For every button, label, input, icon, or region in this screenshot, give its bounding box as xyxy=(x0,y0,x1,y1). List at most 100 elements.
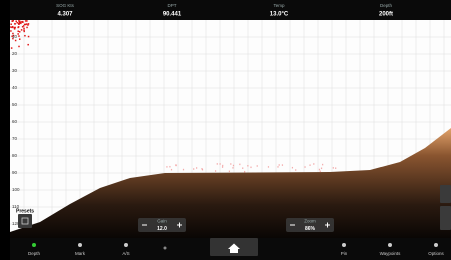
depth-label: 50 xyxy=(12,102,18,107)
return xyxy=(23,29,25,31)
return xyxy=(196,167,197,169)
depth-label: 40 xyxy=(12,85,18,90)
gain-control[interactable]: Gain 12.0 xyxy=(138,218,186,232)
return xyxy=(28,36,30,38)
presets-icon[interactable] xyxy=(18,214,32,228)
return xyxy=(250,167,251,169)
return xyxy=(320,171,321,173)
depth-label: 60 xyxy=(12,119,18,124)
return xyxy=(230,163,231,165)
return xyxy=(12,26,14,28)
return xyxy=(25,20,27,22)
field-label: Temp xyxy=(273,3,285,8)
return xyxy=(247,165,248,167)
return xyxy=(222,166,223,168)
sonar-screen: SOG Kts4.307DPT90.441Temp13.0°CDepth200f… xyxy=(0,0,451,260)
return xyxy=(295,169,296,171)
zoom-value: 86% xyxy=(305,226,316,232)
gain-label: Gain xyxy=(157,219,167,224)
depth-label: 90 xyxy=(12,170,18,175)
return xyxy=(304,166,305,168)
return xyxy=(27,24,29,26)
return xyxy=(220,163,221,165)
return xyxy=(21,29,23,31)
toolbar-label[interactable]: Depth xyxy=(28,251,41,256)
field-label: SOG Kts xyxy=(56,3,75,8)
return xyxy=(166,166,167,168)
return xyxy=(215,170,216,172)
return xyxy=(176,165,177,167)
return xyxy=(322,164,323,166)
presets-button[interactable]: Presets xyxy=(16,208,34,228)
toolbar-icon[interactable] xyxy=(32,243,36,247)
return xyxy=(183,169,184,171)
return xyxy=(15,21,16,23)
toolbar-label[interactable]: Options xyxy=(428,251,444,256)
toolbar-icon[interactable] xyxy=(434,243,438,247)
return xyxy=(171,169,172,171)
toolbar-icon[interactable] xyxy=(164,247,167,250)
return xyxy=(282,164,283,166)
return xyxy=(14,23,16,25)
depth-label: 80 xyxy=(12,153,18,158)
return xyxy=(10,26,12,28)
toolbar-label[interactable]: Waypoints xyxy=(380,251,402,256)
return xyxy=(222,165,223,167)
return xyxy=(239,164,240,166)
return xyxy=(18,35,20,37)
page: {"top_bar":[{"label":"SOG Kts","value":"… xyxy=(0,0,451,260)
toolbar-icon[interactable] xyxy=(388,243,392,247)
return xyxy=(333,167,334,169)
depth-label: 100 xyxy=(12,187,20,192)
return xyxy=(10,23,12,25)
depth-label: 20 xyxy=(12,51,18,56)
return xyxy=(193,168,194,170)
return xyxy=(25,24,27,26)
toolbar-label[interactable]: Mark xyxy=(75,251,86,256)
return xyxy=(279,164,280,166)
toolbar-icon[interactable] xyxy=(124,243,128,247)
return xyxy=(313,163,314,165)
field-label: Depth xyxy=(380,3,393,8)
field-value: 4.307 xyxy=(57,12,73,18)
return xyxy=(16,22,18,24)
return xyxy=(18,23,20,25)
return xyxy=(233,165,234,167)
return xyxy=(169,166,170,168)
return xyxy=(27,44,29,46)
toolbar-icon[interactable] xyxy=(342,243,346,247)
zoom-label: Zoom xyxy=(304,219,316,224)
depth-label: 30 xyxy=(12,68,18,73)
return xyxy=(18,26,20,28)
return xyxy=(26,27,28,29)
return xyxy=(19,38,21,40)
return xyxy=(319,169,320,171)
return xyxy=(10,30,12,32)
return xyxy=(242,167,243,169)
return xyxy=(23,28,25,30)
return xyxy=(217,163,218,165)
return xyxy=(17,30,19,32)
side-button[interactable] xyxy=(440,185,451,203)
return xyxy=(292,167,293,169)
zoom-control[interactable]: Zoom 86% xyxy=(286,218,334,232)
return xyxy=(17,33,19,35)
return xyxy=(23,25,25,27)
return xyxy=(309,164,310,166)
return xyxy=(21,21,23,23)
toolbar-icon[interactable] xyxy=(78,243,82,247)
return xyxy=(14,27,16,29)
field-value: 90.441 xyxy=(163,12,182,18)
return xyxy=(257,165,258,167)
side-button[interactable] xyxy=(440,206,451,230)
toolbar-label[interactable]: A/S xyxy=(122,251,129,256)
return xyxy=(19,21,21,23)
gain-value: 12.0 xyxy=(157,226,167,232)
return xyxy=(277,166,278,168)
field-value: 13.0°C xyxy=(270,12,289,18)
return xyxy=(268,166,269,168)
return xyxy=(232,167,233,169)
return xyxy=(201,168,202,170)
return xyxy=(335,167,336,169)
toolbar-label[interactable]: Pin xyxy=(341,251,348,256)
